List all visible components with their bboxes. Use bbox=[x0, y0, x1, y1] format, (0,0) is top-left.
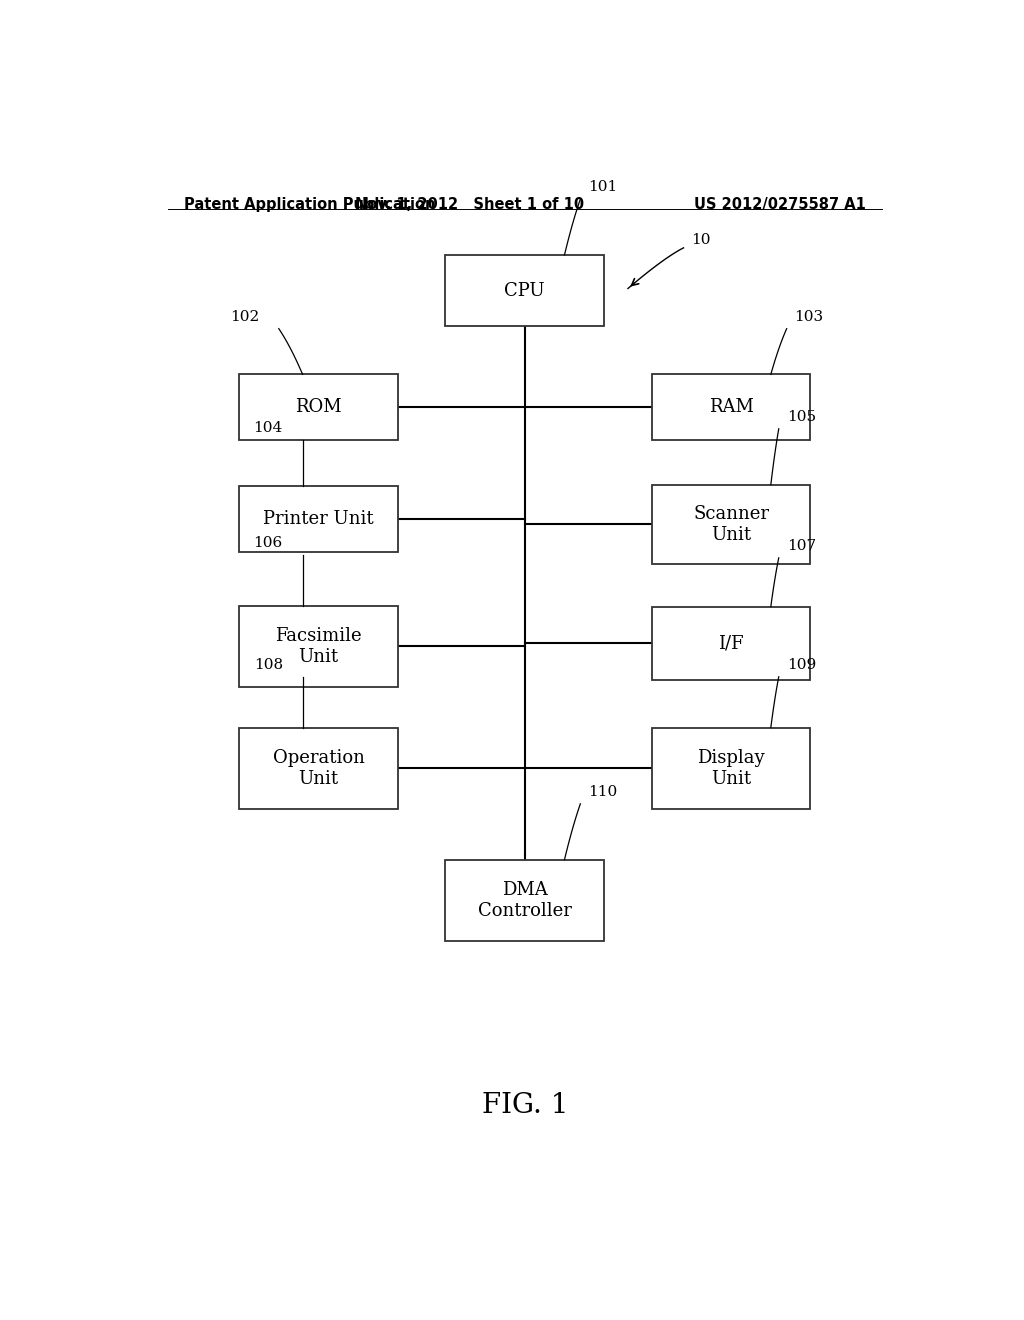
Text: 109: 109 bbox=[786, 657, 816, 672]
Text: 105: 105 bbox=[786, 409, 816, 424]
Text: RAM: RAM bbox=[709, 399, 754, 416]
Text: 102: 102 bbox=[229, 310, 259, 323]
FancyBboxPatch shape bbox=[239, 486, 397, 552]
Text: Facsimile
Unit: Facsimile Unit bbox=[275, 627, 361, 665]
Text: 108: 108 bbox=[254, 657, 283, 672]
Text: Nov. 1, 2012   Sheet 1 of 10: Nov. 1, 2012 Sheet 1 of 10 bbox=[354, 197, 584, 213]
Text: 107: 107 bbox=[786, 539, 816, 553]
FancyBboxPatch shape bbox=[445, 255, 604, 326]
FancyBboxPatch shape bbox=[239, 727, 397, 809]
Text: ROM: ROM bbox=[295, 399, 342, 416]
FancyBboxPatch shape bbox=[652, 727, 811, 809]
Text: 10: 10 bbox=[691, 232, 711, 247]
Text: CPU: CPU bbox=[505, 281, 545, 300]
Text: Display
Unit: Display Unit bbox=[697, 748, 765, 788]
Text: Scanner
Unit: Scanner Unit bbox=[693, 506, 769, 544]
Text: 104: 104 bbox=[254, 421, 283, 436]
FancyBboxPatch shape bbox=[652, 375, 811, 441]
Text: Printer Unit: Printer Unit bbox=[263, 511, 374, 528]
Text: 103: 103 bbox=[795, 310, 823, 323]
FancyBboxPatch shape bbox=[239, 606, 397, 686]
Text: 106: 106 bbox=[254, 536, 283, 549]
Text: US 2012/0275587 A1: US 2012/0275587 A1 bbox=[694, 197, 866, 213]
Text: DMA
Controller: DMA Controller bbox=[478, 880, 571, 920]
Text: Operation
Unit: Operation Unit bbox=[272, 748, 365, 788]
Text: FIG. 1: FIG. 1 bbox=[481, 1092, 568, 1119]
Text: 110: 110 bbox=[588, 784, 617, 799]
FancyBboxPatch shape bbox=[239, 375, 397, 441]
Text: 101: 101 bbox=[588, 180, 617, 194]
FancyBboxPatch shape bbox=[445, 859, 604, 941]
Text: I/F: I/F bbox=[718, 634, 744, 652]
FancyBboxPatch shape bbox=[652, 607, 811, 680]
FancyBboxPatch shape bbox=[652, 484, 811, 564]
Text: Patent Application Publication: Patent Application Publication bbox=[183, 197, 435, 213]
